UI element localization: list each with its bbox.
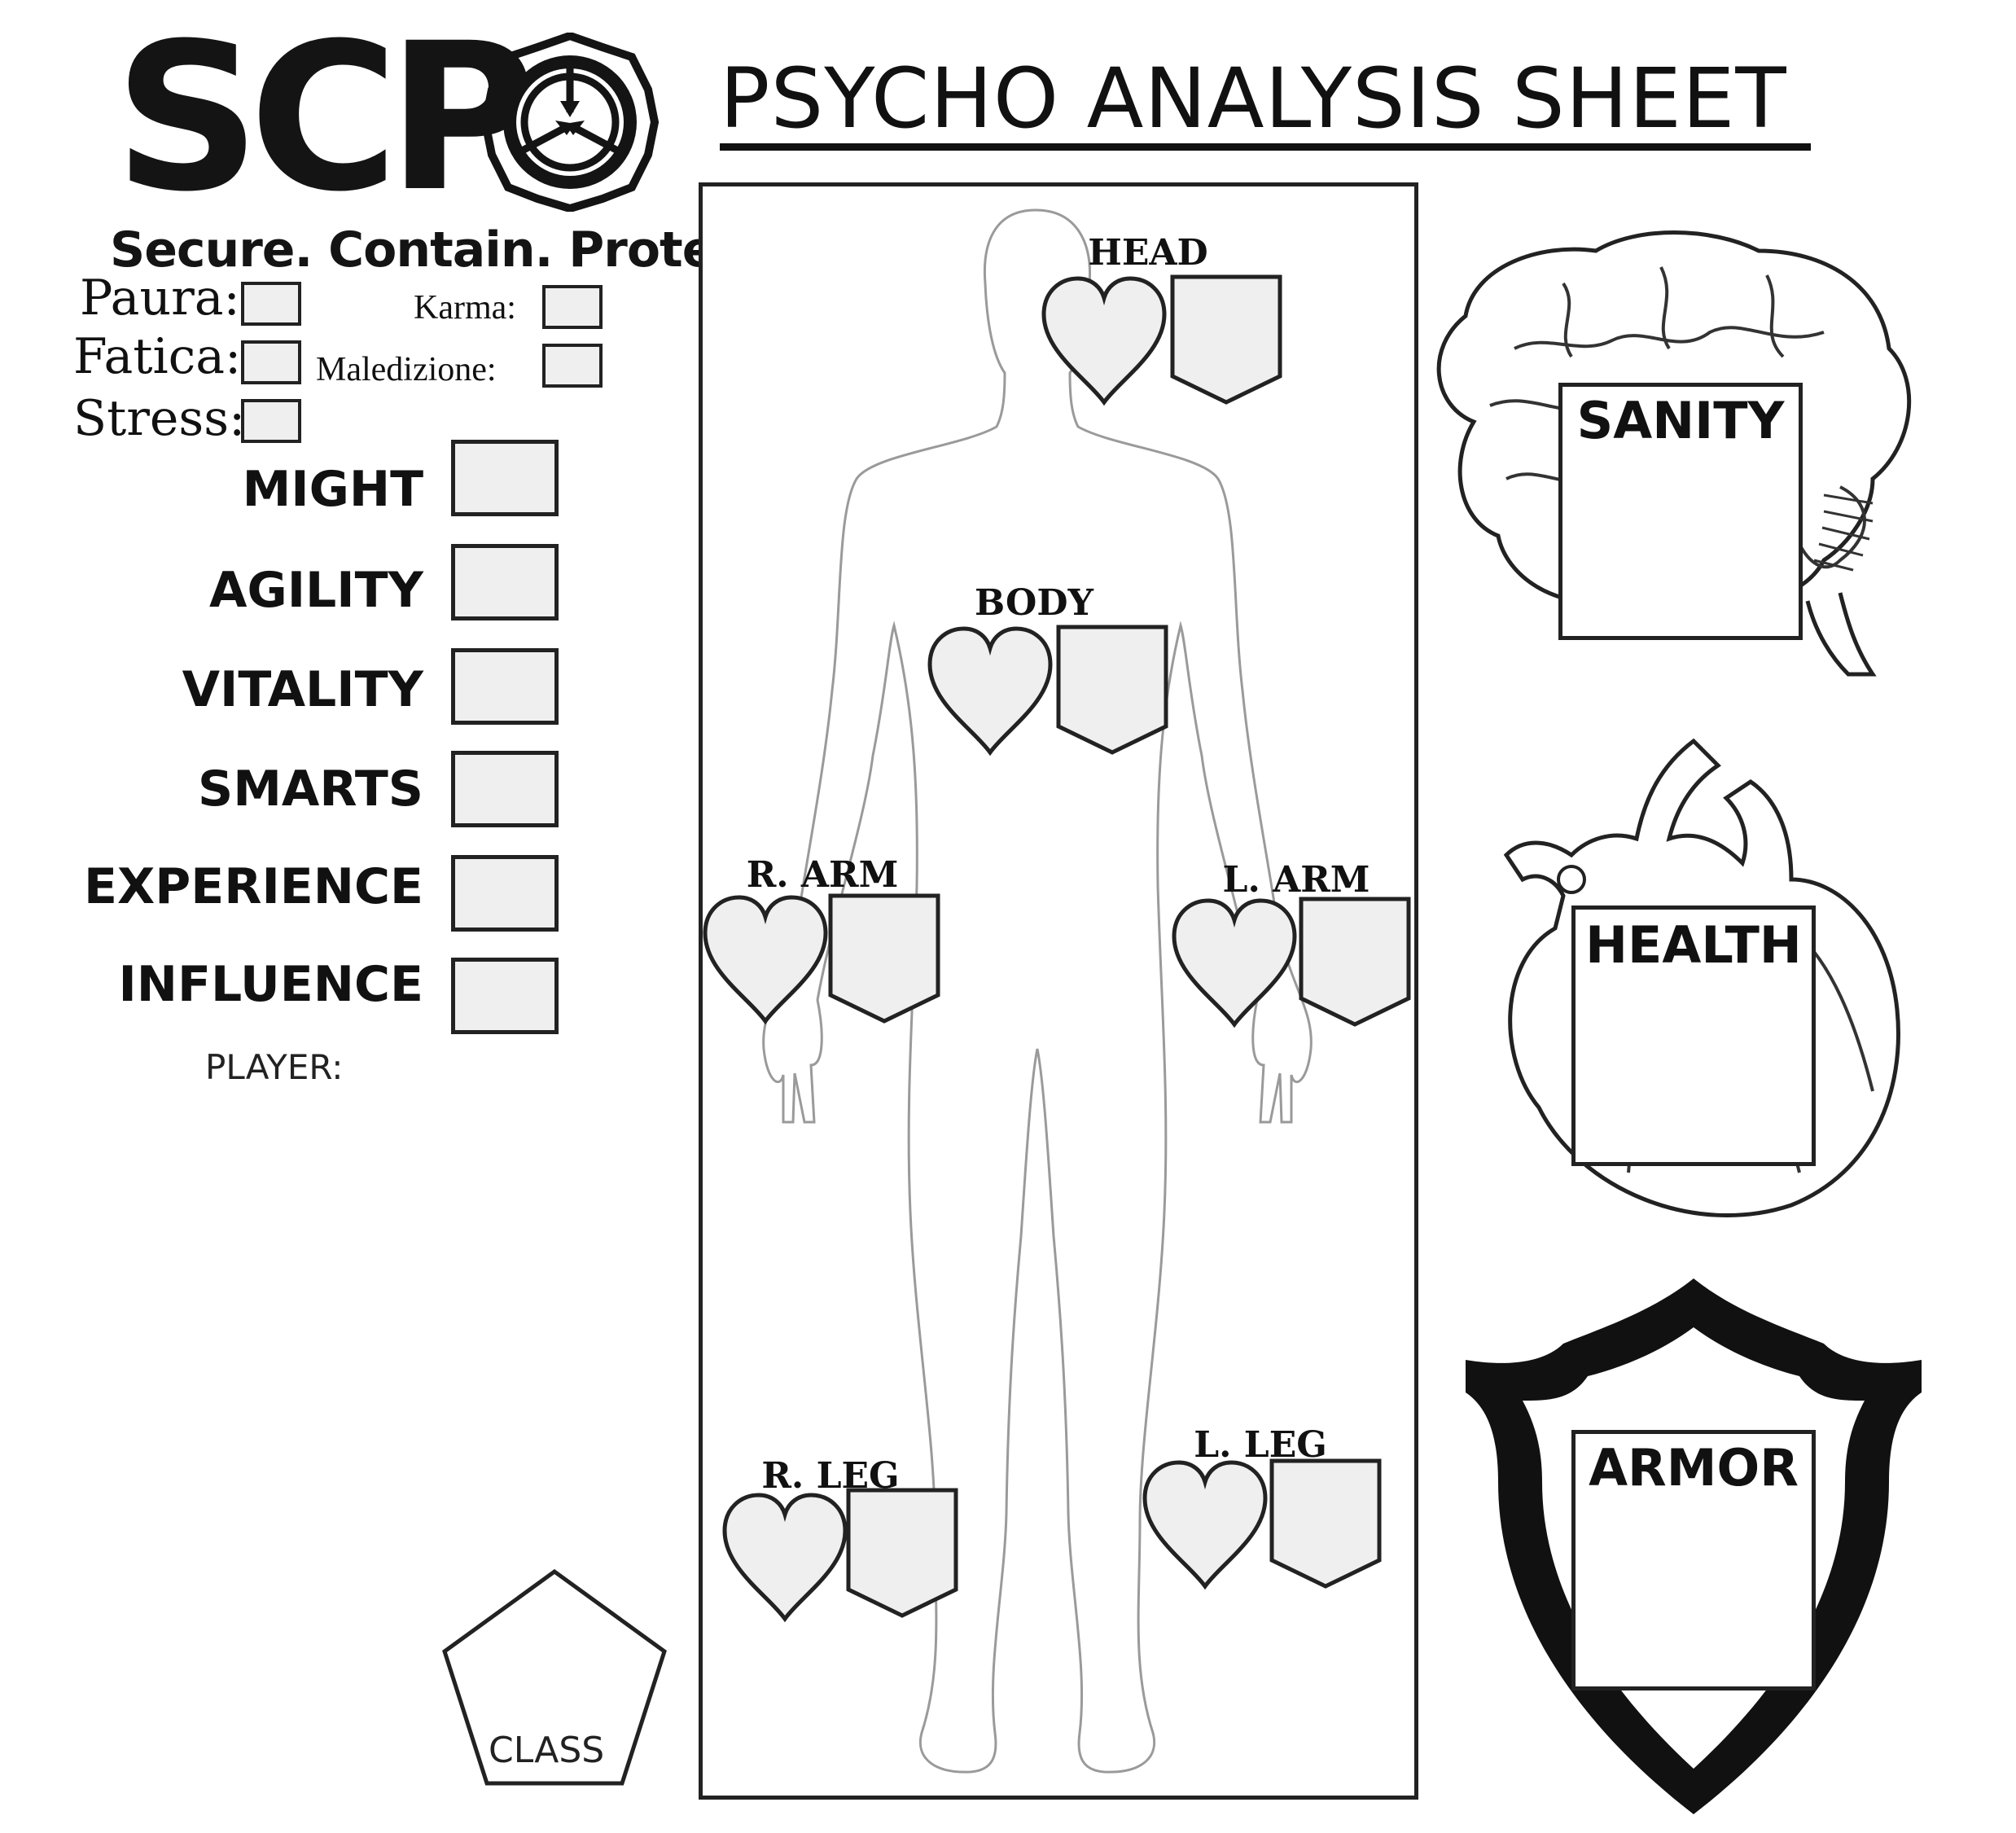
head-label: HEAD [1088, 232, 1208, 274]
head-heart-icon[interactable] [1039, 274, 1169, 407]
stat-box-smarts[interactable] [451, 751, 559, 827]
armor-label: ARMOR [1589, 1438, 1799, 1498]
armor-box[interactable] [1571, 1430, 1816, 1690]
l-arm-label: L. ARM [1222, 859, 1370, 901]
stat-label-vitality: VITALITY [182, 661, 423, 718]
paura-field[interactable] [241, 282, 301, 326]
karma-label: Karma: [414, 289, 516, 327]
head-shield-icon[interactable] [1169, 274, 1283, 407]
r-arm-shield-icon[interactable] [827, 892, 941, 1026]
sanity-label: SANITY [1576, 391, 1785, 450]
health-label: HEALTH [1585, 915, 1802, 975]
stat-box-vitality[interactable] [451, 648, 559, 725]
stat-box-agility[interactable] [451, 544, 559, 621]
class-pentagon-icon[interactable] [436, 1563, 673, 1791]
stat-box-might[interactable] [451, 440, 559, 516]
stress-label: Stress: [73, 390, 246, 447]
sanity-box[interactable] [1558, 383, 1803, 640]
stat-label-influence: INFLUENCE [118, 956, 423, 1013]
stat-label-smarts: SMARTS [197, 761, 423, 818]
fatica-label: Fatica: [73, 328, 242, 385]
stat-box-influence[interactable] [451, 958, 559, 1034]
r-leg-heart-icon[interactable] [720, 1490, 850, 1624]
r-arm-heart-icon[interactable] [700, 892, 831, 1026]
maledizione-field[interactable] [542, 344, 603, 388]
karma-field[interactable] [542, 285, 603, 329]
maledizione-label: Maledizione: [316, 351, 497, 388]
body-shield-icon[interactable] [1055, 624, 1169, 757]
l-arm-heart-icon[interactable] [1169, 896, 1299, 1029]
scp-foundation-seal-icon [480, 33, 660, 212]
stat-label-experience: EXPERIENCE [84, 858, 423, 915]
l-leg-shield-icon[interactable] [1269, 1458, 1383, 1591]
l-arm-shield-icon[interactable] [1298, 896, 1412, 1029]
r-arm-label: R. ARM [746, 854, 899, 896]
fatica-field[interactable] [241, 340, 301, 384]
stat-label-might: MIGHT [242, 461, 423, 518]
scp-wordmark: SCP [114, 0, 537, 236]
human-silhouette-icon [762, 208, 1313, 1774]
title-underline [720, 143, 1811, 151]
scp-tagline: Secure. Contain. Protect [110, 221, 766, 278]
player-label: PLAYER: [205, 1047, 344, 1087]
stress-field[interactable] [241, 399, 301, 443]
r-leg-shield-icon[interactable] [845, 1487, 959, 1620]
class-label: CLASS [489, 1730, 605, 1771]
paura-label: Paura: [80, 270, 240, 327]
stat-box-experience[interactable] [451, 855, 559, 932]
stat-label-agility: AGILITY [209, 562, 423, 619]
body-label: BODY [975, 582, 1093, 624]
l-leg-label: L. LEG [1194, 1424, 1327, 1466]
l-leg-heart-icon[interactable] [1140, 1458, 1270, 1591]
health-box[interactable] [1571, 906, 1816, 1166]
body-heart-icon[interactable] [925, 624, 1055, 757]
page-title: PSYCHO ANALYSIS SHEET [720, 50, 1787, 147]
